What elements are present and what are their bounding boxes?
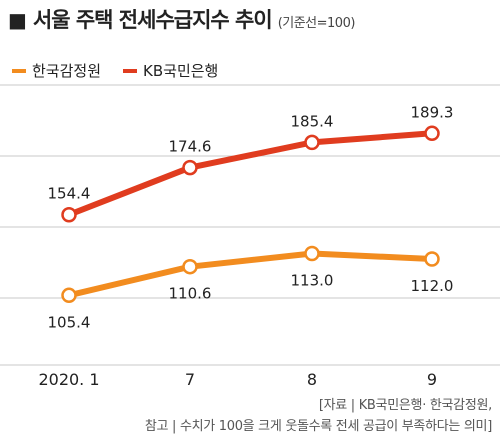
legend-item-kb: KB국민은행 <box>123 60 218 81</box>
chart-title-row: ■ 서울 주택 전세수급지수 추이 (기준선=100) <box>8 4 355 34</box>
data-point-0-2 <box>304 245 320 262</box>
x-tick-label-2: 8 <box>307 370 317 389</box>
legend-label-kb: KB국민은행 <box>143 62 219 80</box>
x-tick-label-3: 9 <box>427 370 437 389</box>
data-label-1-1: 174.6 <box>169 138 212 156</box>
source-line-1: [자료 | KB국민은행· 한국감정원, <box>318 398 492 413</box>
source-line-2: 참고 | 수치가 100을 크게 웃돌수록 전세 공급이 부족하다는 의미] <box>144 419 492 434</box>
x-tick-label-1: 7 <box>185 370 195 389</box>
legend: 한국감정원 KB국민은행 <box>12 60 240 81</box>
source-note: [자료 | KB국민은행· 한국감정원, 참고 | 수치가 100을 크게 웃돌… <box>145 395 492 437</box>
legend-label-kab: 한국감정원 <box>32 62 102 80</box>
data-point-1-2 <box>304 134 320 151</box>
data-label-1-2: 185.4 <box>291 112 334 130</box>
data-label-0-3: 112.0 <box>411 277 454 295</box>
data-point-1-3 <box>424 125 440 142</box>
chart-subtitle: (기준선=100) <box>277 16 356 31</box>
chart-title: 서울 주택 전세수급지수 추이 <box>32 8 273 32</box>
data-label-0-0: 105.4 <box>48 313 91 331</box>
data-point-0-3 <box>424 251 440 267</box>
legend-swatch-kb <box>123 68 138 73</box>
title-square-icon: ■ <box>8 8 27 32</box>
data-point-1-1 <box>182 159 198 176</box>
data-label-1-3: 189.3 <box>411 103 454 121</box>
data-point-0-1 <box>182 258 198 275</box>
series-line-0 <box>66 250 435 299</box>
legend-swatch-kab <box>12 68 26 73</box>
legend-item-kab: 한국감정원 <box>12 60 101 81</box>
data-point-1-0 <box>61 206 77 223</box>
data-label-0-1: 110.6 <box>169 285 212 303</box>
line-chart: 105.4 110.6 113.0 112.0 154.4 174.6 185.4 189.3… <box>0 84 500 389</box>
data-label-1-0: 154.4 <box>48 185 91 203</box>
series-line-1 <box>66 130 435 218</box>
x-tick-label-0: 2020. 1 <box>38 370 99 389</box>
data-point-0-0 <box>61 287 77 304</box>
data-label-0-2: 113.0 <box>291 272 334 290</box>
